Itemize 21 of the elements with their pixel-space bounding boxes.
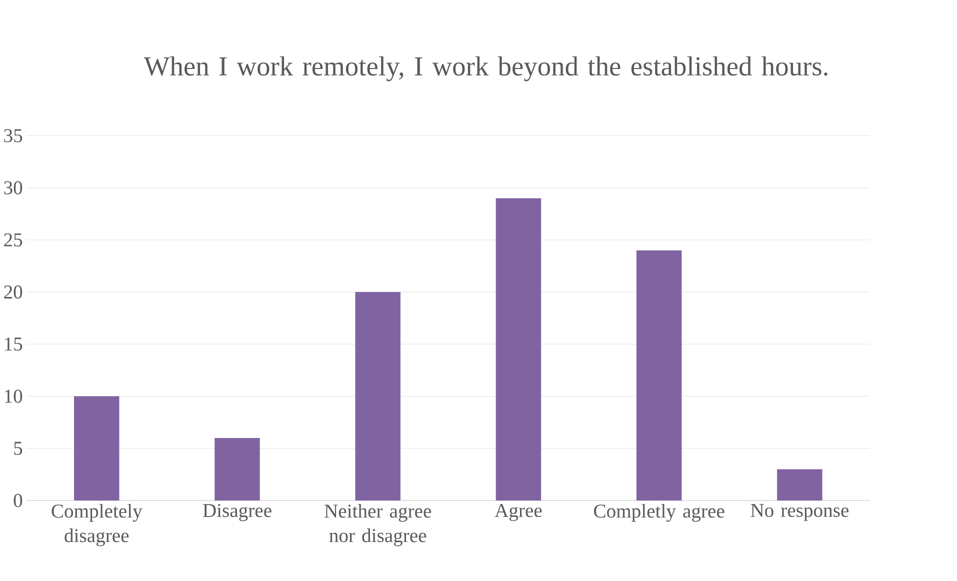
- bar: [496, 198, 542, 500]
- x-tick-label: Agree: [494, 504, 542, 522]
- y-tick-label: 10: [4, 390, 22, 403]
- y-tick-label: 20: [4, 285, 22, 299]
- x-tick-label: Neither agree nor disagree: [324, 504, 432, 546]
- bar: [74, 396, 120, 500]
- chart-title: When I work remotely, I work beyond the established hours.: [144, 56, 828, 82]
- bar: [636, 250, 682, 500]
- y-tick-label: 5: [14, 442, 22, 455]
- x-tick-label: Completly agree: [594, 504, 724, 522]
- x-tick-label: No response: [750, 504, 849, 521]
- y-tick-label: 25: [4, 233, 22, 246]
- x-tick-label: Completely disagree: [52, 504, 142, 546]
- y-tick-label: 35: [4, 129, 22, 142]
- bar: [214, 438, 260, 500]
- y-tick-label: 30: [4, 181, 22, 194]
- x-tick-label: Disagree: [203, 504, 272, 522]
- bar: [355, 292, 400, 500]
- bar: [777, 469, 822, 500]
- y-tick-label: 0: [14, 494, 22, 508]
- y-tick-label: 15: [4, 338, 22, 351]
